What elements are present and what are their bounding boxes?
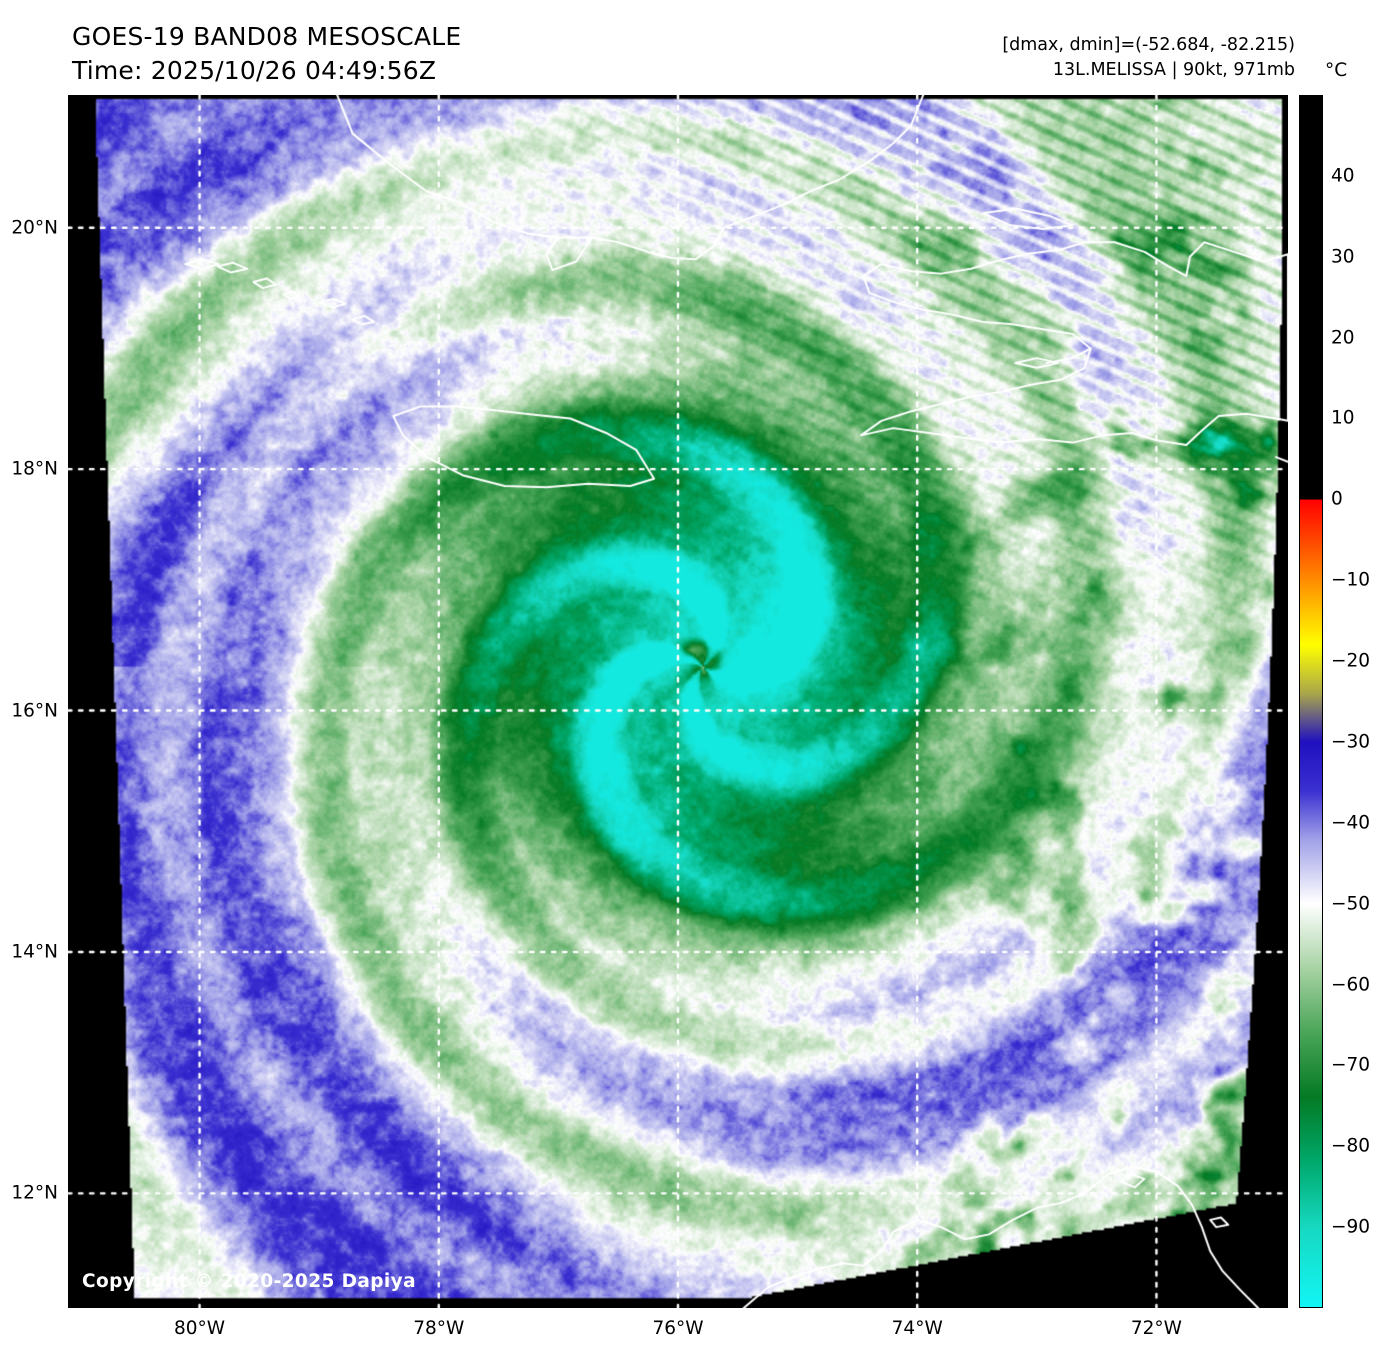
- latitude-tick-2: 16°N: [11, 700, 58, 722]
- colorbar-unit-label: °C: [1325, 60, 1348, 81]
- latitude-tick-3: 14°N: [11, 941, 58, 963]
- colorbar-tick-1: 30: [1331, 246, 1355, 268]
- colorbar-tick-3: 10: [1331, 407, 1355, 429]
- colorbar-gradient: [1300, 96, 1322, 1307]
- dmax-dmin-label: [dmax, dmin]=(-52.684, -82.215): [1002, 35, 1295, 55]
- longitude-tick-2: 76°W: [652, 1318, 704, 1339]
- storm-info-label: 13L.MELISSA | 90kt, 971mb: [1052, 60, 1295, 80]
- colorbar-tick-7: −30: [1331, 731, 1371, 753]
- colorbar-tick-10: −60: [1331, 974, 1371, 996]
- longitude-tick-1: 78°W: [413, 1318, 465, 1339]
- longitude-tick-4: 72°W: [1130, 1318, 1182, 1339]
- colorbar-tick-13: −90: [1331, 1216, 1371, 1238]
- latitude-tick-1: 18°N: [11, 458, 58, 480]
- colorbar-tick-0: 40: [1331, 165, 1355, 187]
- longitude-tick-3: 74°W: [891, 1318, 943, 1339]
- lat-lon-gridlines-canvas: [68, 95, 1288, 1308]
- header-annotation-block: [dmax, dmin]=(-52.684, -82.215) 13L.MELI…: [1002, 33, 1295, 83]
- longitude-tick-0: 80°W: [174, 1318, 226, 1339]
- colorbar-tick-8: −40: [1331, 812, 1371, 834]
- page-title: GOES-19 BAND08 MESOSCALE: [72, 22, 462, 51]
- latitude-tick-0: 20°N: [11, 217, 58, 239]
- colorbar-tick-6: −20: [1331, 650, 1371, 672]
- latitude-tick-4: 12°N: [11, 1182, 58, 1204]
- colorbar-tick-2: 20: [1331, 327, 1355, 349]
- satellite-image-plot[interactable]: Copyright © 2020-2025 Dapiya: [68, 95, 1288, 1308]
- timestamp-label: Time: 2025/10/26 04:49:56Z: [72, 56, 437, 85]
- colorbar-tick-4: 0: [1331, 488, 1343, 510]
- colorbar-tick-11: −70: [1331, 1054, 1371, 1076]
- colorbar-tick-9: −50: [1331, 893, 1371, 915]
- copyright-label: Copyright © 2020-2025 Dapiya: [82, 1271, 416, 1292]
- colorbar[interactable]: [1299, 95, 1323, 1308]
- colorbar-tick-12: −80: [1331, 1135, 1371, 1157]
- colorbar-tick-5: −10: [1331, 569, 1371, 591]
- header-title-block: GOES-19 BAND08 MESOSCALE Time: 2025/10/2…: [72, 20, 461, 88]
